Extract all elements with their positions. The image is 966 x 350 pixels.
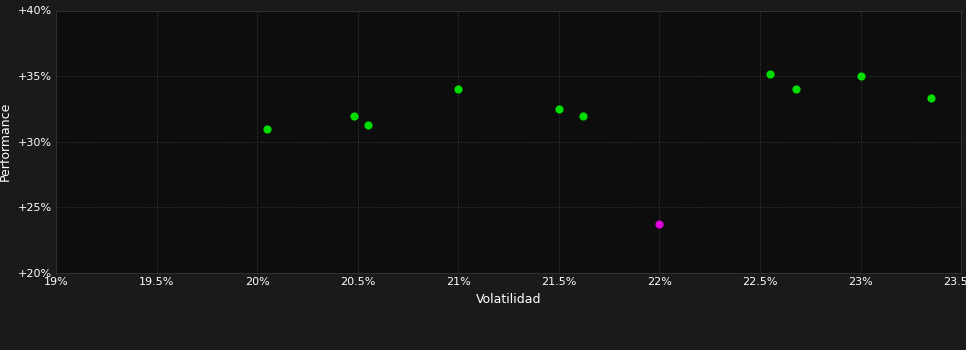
Point [762,71,778,76]
Point [923,96,939,101]
Point [450,86,466,92]
Point [853,74,868,79]
Point [260,126,275,132]
Y-axis label: Performance: Performance [0,102,13,181]
X-axis label: Volatilidad: Volatilidad [476,293,541,306]
Point [346,113,361,118]
Point [360,122,376,127]
Point [552,106,567,112]
Point [576,113,591,118]
Point [788,86,804,92]
Point [652,222,668,227]
